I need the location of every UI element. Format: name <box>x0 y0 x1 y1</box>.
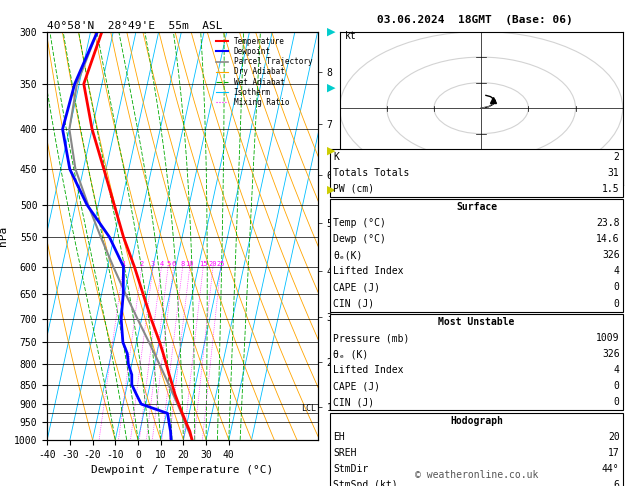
Y-axis label: km
ASL: km ASL <box>331 214 348 236</box>
Text: 0: 0 <box>614 397 620 407</box>
Text: Dewp (°C): Dewp (°C) <box>333 234 386 244</box>
Text: kt: kt <box>345 31 356 41</box>
Text: CAPE (J): CAPE (J) <box>333 381 381 391</box>
Text: 0: 0 <box>614 381 620 391</box>
Text: CIN (J): CIN (J) <box>333 298 374 309</box>
Text: Temp (°C): Temp (°C) <box>333 218 386 228</box>
Text: K: K <box>333 152 339 162</box>
Text: θₑ (K): θₑ (K) <box>333 349 369 359</box>
Text: StmSpd (kt): StmSpd (kt) <box>333 480 398 486</box>
Text: StmDir: StmDir <box>333 464 369 474</box>
Text: 326: 326 <box>602 250 620 260</box>
Text: 1009: 1009 <box>596 333 620 343</box>
Y-axis label: hPa: hPa <box>0 226 8 246</box>
Text: PW (cm): PW (cm) <box>333 184 374 194</box>
Text: 40°58'N  28°49'E  55m  ASL: 40°58'N 28°49'E 55m ASL <box>47 21 223 31</box>
Text: 1.5: 1.5 <box>602 184 620 194</box>
Text: Totals Totals: Totals Totals <box>333 168 409 178</box>
Text: 4: 4 <box>614 266 620 277</box>
Text: θₑ(K): θₑ(K) <box>333 250 363 260</box>
Text: ▶: ▶ <box>327 185 336 194</box>
Text: 20: 20 <box>209 260 217 267</box>
Text: Most Unstable: Most Unstable <box>438 317 515 327</box>
Text: 2: 2 <box>140 260 144 267</box>
Text: 8: 8 <box>181 260 185 267</box>
Text: 25: 25 <box>216 260 225 267</box>
Text: Hodograph: Hodograph <box>450 416 503 426</box>
Text: 2: 2 <box>614 152 620 162</box>
Text: 4: 4 <box>614 365 620 375</box>
Text: © weatheronline.co.uk: © weatheronline.co.uk <box>415 470 538 480</box>
Text: 0: 0 <box>614 298 620 309</box>
Text: CIN (J): CIN (J) <box>333 397 374 407</box>
Text: 15: 15 <box>199 260 208 267</box>
Text: Lifted Index: Lifted Index <box>333 365 404 375</box>
Text: SREH: SREH <box>333 448 357 458</box>
Text: Pressure (mb): Pressure (mb) <box>333 333 409 343</box>
Text: 44°: 44° <box>602 464 620 474</box>
X-axis label: Dewpoint / Temperature (°C): Dewpoint / Temperature (°C) <box>91 465 274 475</box>
Text: 14.6: 14.6 <box>596 234 620 244</box>
Text: 23.8: 23.8 <box>596 218 620 228</box>
Text: LCL: LCL <box>301 404 316 413</box>
Text: ▶: ▶ <box>327 27 336 36</box>
Text: 31: 31 <box>608 168 620 178</box>
Text: ▶: ▶ <box>327 83 336 92</box>
Text: 3: 3 <box>151 260 155 267</box>
Text: ▶: ▶ <box>327 146 336 156</box>
Text: EH: EH <box>333 432 345 442</box>
Text: Lifted Index: Lifted Index <box>333 266 404 277</box>
Text: 6: 6 <box>614 480 620 486</box>
Text: CAPE (J): CAPE (J) <box>333 282 381 293</box>
Text: 5: 5 <box>166 260 170 267</box>
Text: 17: 17 <box>608 448 620 458</box>
Text: 4: 4 <box>159 260 164 267</box>
Text: 6: 6 <box>172 260 176 267</box>
Legend: Temperature, Dewpoint, Parcel Trajectory, Dry Adiabat, Wet Adiabat, Isotherm, Mi: Temperature, Dewpoint, Parcel Trajectory… <box>214 35 314 108</box>
Text: 0: 0 <box>614 282 620 293</box>
Text: 326: 326 <box>602 349 620 359</box>
Text: 03.06.2024  18GMT  (Base: 06): 03.06.2024 18GMT (Base: 06) <box>377 15 573 25</box>
Text: 20: 20 <box>608 432 620 442</box>
Text: 1: 1 <box>121 260 125 267</box>
Text: 10: 10 <box>186 260 194 267</box>
Text: Surface: Surface <box>456 202 497 212</box>
